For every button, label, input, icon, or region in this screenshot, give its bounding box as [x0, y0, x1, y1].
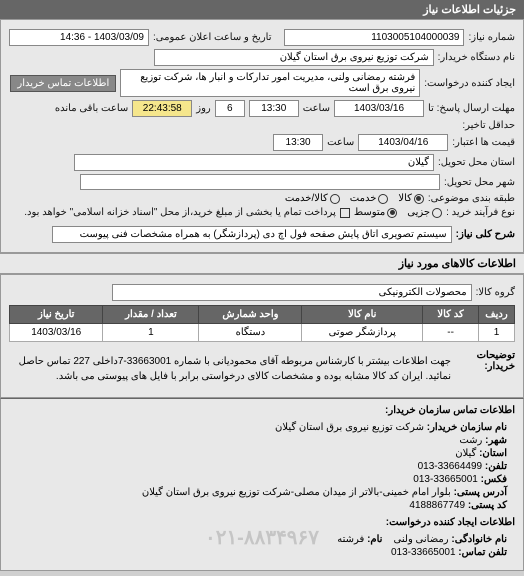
- city-label: شهر:: [485, 435, 507, 446]
- tel2-value: 33665001-013: [391, 547, 456, 558]
- category-radio-group: کالا خدمت کالا/خدمت: [285, 193, 424, 204]
- fax-label: فکس:: [481, 474, 507, 485]
- requester-field: فرشته رمضانی ولنی، مدیریت امور تدارکات و…: [120, 69, 420, 97]
- delivery-city-label: شهر محل تحویل:: [444, 177, 515, 188]
- days-label: روز: [196, 103, 211, 114]
- time-label-1: ساعت: [303, 103, 330, 114]
- request-no-label: شماره نیاز:: [468, 32, 515, 43]
- group-label: گروه کالا:: [476, 287, 515, 298]
- goods-service-radio[interactable]: [330, 194, 340, 204]
- address-label: آدرس پستی:: [454, 487, 507, 498]
- service-radio-label: خدمت: [350, 193, 377, 204]
- desc-label: شرح کلی نیاز:: [456, 229, 515, 240]
- fam-value: رمضانی ولنی: [394, 534, 449, 545]
- delivery-loc-label: استان محل تحویل:: [438, 157, 515, 168]
- goods-service-radio-label: کالا/خدمت: [285, 193, 328, 204]
- cell-row: 1: [479, 324, 515, 342]
- fam-label: نام خانوادگی:: [451, 534, 507, 545]
- notes-label: توضیحات خریدار:: [455, 350, 515, 372]
- fax-value: 33665001-013: [413, 474, 478, 485]
- treasury-checkbox[interactable]: [340, 208, 350, 218]
- contact-info-button[interactable]: اطلاعات تماس خریدار: [10, 75, 116, 92]
- col-code: کد کالا: [423, 306, 479, 324]
- name-label: نام:: [367, 534, 382, 545]
- remaining-label: ساعت باقی مانده: [55, 103, 128, 114]
- goods-table: ردیف کد کالا نام کالا واحد شمارش تعداد /…: [9, 305, 515, 342]
- col-unit: واحد شمارش: [199, 306, 302, 324]
- reply-date-field: 1403/03/16: [334, 100, 424, 117]
- page-header: جزئیات اطلاعات نیاز: [0, 0, 524, 19]
- contact-title: اطلاعات تماس سازمان خریدار:: [9, 405, 515, 416]
- city-value: رشت: [459, 435, 482, 446]
- cell-date: 1403/03/16: [10, 324, 103, 342]
- province-value: گیلان: [455, 448, 476, 459]
- delivery-loc-field: گیلان: [74, 154, 434, 171]
- small-radio[interactable]: [432, 208, 442, 218]
- reply-deadline-label: مهلت ارسال پاسخ: تا: [428, 103, 515, 114]
- budget-row-label: طبقه بندی موضوعی:: [428, 193, 515, 204]
- notes-text: جهت اطلاعات بیشتر با کارشناس مربوطه آقای…: [9, 350, 451, 388]
- small-radio-label: جزیی: [407, 207, 430, 218]
- delivery-city-field: [80, 174, 440, 190]
- need-type-label: نوع فرآیند خرید :: [446, 207, 515, 218]
- pay-note: پرداخت تمام یا بخشی از مبلغ خرید،از محل …: [24, 207, 336, 218]
- process-radio-group: جزیی متوسط: [354, 207, 442, 218]
- cell-unit: دستگاه: [199, 324, 302, 342]
- col-row: ردیف: [479, 306, 515, 324]
- org-label: نام سازمان خریدار:: [427, 422, 507, 433]
- announce-label: تاریخ و ساعت اعلان عمومی:: [153, 32, 272, 43]
- group-field: محصولات الکترونیکی: [112, 284, 472, 301]
- table-row: 1 -- پردازشگر صوتی دستگاه 1 1403/03/16: [10, 324, 515, 342]
- col-name: نام کالا: [302, 306, 423, 324]
- cell-code: --: [423, 324, 479, 342]
- remaining-field: 22:43:58: [132, 100, 192, 117]
- col-date: تاریخ نیاز: [10, 306, 103, 324]
- phone-label: تلفن:: [485, 461, 507, 472]
- price-valid-label: قیمت ها اعتبار:: [452, 137, 515, 148]
- reply-time-field: 13:30: [249, 100, 299, 117]
- delay-label: حداقل تاخیر:: [462, 120, 515, 131]
- goods-radio-label: کالا: [398, 193, 412, 204]
- valid-time-field: 13:30: [273, 134, 323, 151]
- postal-label: کد پستی:: [468, 500, 507, 511]
- req-creator-title: اطلاعات ایجاد کننده درخواست:: [9, 517, 515, 528]
- cell-qty: 1: [103, 324, 199, 342]
- service-radio[interactable]: [378, 194, 388, 204]
- buyer-org-field: شرکت توزیع نیروی برق استان گیلان: [154, 49, 434, 66]
- buyer-org-label: نام دستگاه خریدار:: [438, 52, 515, 63]
- medium-radio-label: متوسط: [354, 207, 385, 218]
- goods-radio[interactable]: [414, 194, 424, 204]
- org-value: شرکت توزیع نیروی برق استان گیلان: [275, 422, 424, 433]
- tel2-label: تلفن تماس:: [458, 547, 507, 558]
- cell-name: پردازشگر صوتی: [302, 324, 423, 342]
- address-value: بلوار امام خمینی-بالاتر از میدان مصلی-شر…: [142, 487, 451, 498]
- phone-value: 33664499-013: [418, 461, 483, 472]
- requester-label: ایجاد کننده درخواست:: [424, 78, 515, 89]
- valid-date-field: 1403/04/16: [358, 134, 448, 151]
- request-no-field: 1103005104000039: [284, 29, 464, 46]
- name-value: فرشته: [337, 534, 364, 545]
- medium-radio[interactable]: [387, 208, 397, 218]
- province-label: استان:: [479, 448, 507, 459]
- col-qty: تعداد / مقدار: [103, 306, 199, 324]
- goods-section-title: اطلاعات کالاهای مورد نیاز: [0, 253, 524, 274]
- postal-value: 4188867749: [409, 500, 465, 511]
- days-field: 6: [215, 100, 245, 117]
- desc-field: سیستم تصویری اتاق پایش صفحه فول اچ دی (پ…: [52, 226, 452, 243]
- time-label-2: ساعت: [327, 137, 354, 148]
- announce-field: 1403/03/09 - 14:36: [9, 29, 149, 46]
